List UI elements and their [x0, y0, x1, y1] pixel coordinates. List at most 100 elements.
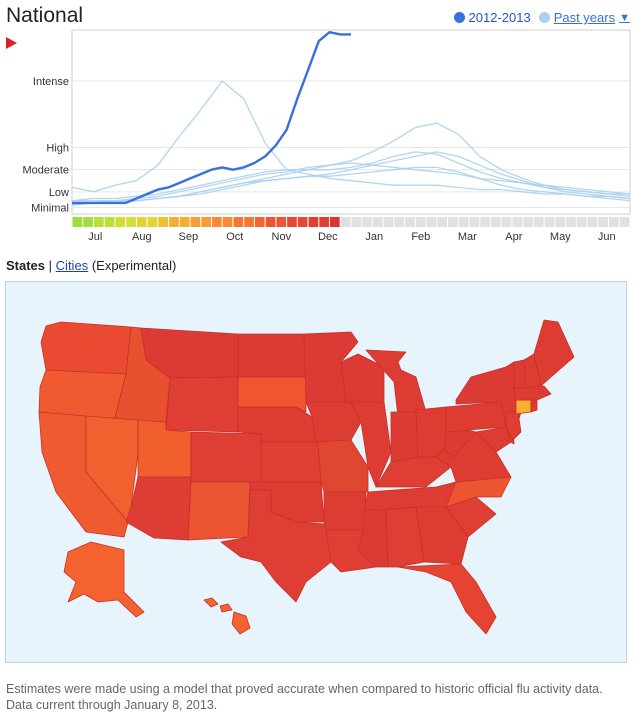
legend-past-label: Past years [553, 10, 616, 25]
state-georgia[interactable] [415, 506, 469, 565]
week-intensity-cell [308, 217, 319, 227]
state-pennsylvania[interactable] [445, 401, 507, 433]
state-kansas[interactable] [260, 441, 322, 483]
x-tick-feb: Feb [411, 231, 430, 243]
series-past-line-2 [71, 151, 630, 202]
x-tick-oct: Oct [226, 231, 243, 243]
week-intensity-cell [287, 217, 297, 227]
x-tick-jul: Jul [88, 231, 102, 243]
week-intensity-cell [169, 217, 179, 227]
state-south-dakota[interactable] [237, 376, 307, 413]
state-rhode-island[interactable] [530, 399, 538, 413]
state-michigan[interactable] [365, 349, 427, 418]
series-past-line-6 [71, 166, 631, 206]
state-arizona[interactable] [125, 476, 192, 541]
week-intensity-cell [362, 217, 372, 227]
week-intensity-cell [405, 217, 415, 227]
week-intensity-cell [83, 217, 93, 227]
week-intensity-cell [297, 217, 308, 227]
state-arkansas[interactable] [323, 491, 367, 531]
tab-states[interactable]: States [6, 258, 46, 273]
week-intensity-cell [501, 217, 512, 227]
legend-past-dot [538, 12, 550, 23]
y-label-low: Low [49, 187, 69, 199]
state-texas[interactable] [220, 489, 332, 603]
week-intensity-cell [158, 217, 168, 227]
state-florida[interactable] [397, 563, 497, 635]
week-intensity-cell [544, 217, 555, 227]
national-chart: Minimal Low Moderate High Intense Jul Aug Sep O… [6, 29, 631, 243]
week-intensity-cell [394, 217, 405, 227]
week-intensity-cell [104, 217, 115, 227]
week-intensity-cell [244, 217, 254, 227]
week-intensity-cell [426, 217, 437, 227]
week-intensity-cell [533, 217, 544, 227]
week-intensity-cell [179, 217, 190, 227]
state-maine[interactable] [533, 319, 575, 387]
week-intensity-cell [619, 217, 630, 227]
x-tick-mar: Mar [458, 231, 477, 243]
week-intensity-cell [555, 217, 566, 227]
week-intensity-cell [319, 217, 329, 227]
x-tick-jun: Jun [598, 231, 616, 243]
legend-past-years[interactable]: Past years ▼ [538, 10, 630, 25]
x-tick-may: May [550, 231, 571, 243]
week-intensity-cell [415, 217, 426, 227]
week-intensity-cell [222, 217, 233, 227]
state-colorado[interactable] [190, 431, 262, 483]
state-connecticut[interactable] [515, 399, 532, 415]
state-wyoming[interactable] [165, 376, 239, 433]
y-label-intense: Intense [33, 76, 69, 88]
week-intensity-cell [136, 217, 147, 227]
week-intensity-cell [609, 217, 619, 227]
week-intensity-cell [448, 217, 458, 227]
week-intensity-cell [458, 217, 469, 227]
series-current-line [72, 30, 351, 205]
week-intensity-cell [469, 217, 480, 227]
state-new-mexico[interactable] [187, 481, 251, 541]
region-tabs: States | Cities (Experimental) [6, 258, 176, 273]
week-intensity-cell [437, 217, 447, 227]
series-past-line-1 [71, 80, 631, 200]
tab-cities[interactable]: Cities [55, 258, 89, 273]
week-intensity-cell [115, 217, 126, 227]
week-intensity-cell [373, 217, 383, 227]
us-map [5, 281, 627, 663]
state-alaska[interactable] [63, 541, 145, 618]
week-intensity-cell [233, 217, 244, 227]
legend-current-dot [453, 12, 465, 23]
state-indiana[interactable] [390, 411, 419, 463]
state-alabama[interactable] [385, 506, 425, 568]
x-tick-sep: Sep [179, 231, 199, 243]
legend-current-season[interactable]: 2012-2013 [453, 10, 531, 25]
state-north-dakota[interactable] [237, 333, 307, 378]
week-intensity-cell [576, 217, 587, 227]
week-intensity-cell [383, 217, 394, 227]
tab-experimental-note: (Experimental) [91, 258, 177, 273]
state-washington[interactable] [40, 321, 132, 375]
state-missouri[interactable] [315, 439, 369, 493]
week-intensity-cell [566, 217, 576, 227]
chevron-down-icon: ▼ [619, 11, 630, 24]
page-title: National [6, 4, 84, 27]
week-intensity-cell [190, 217, 201, 227]
chart-legend: 2012-2013 Past years ▼ [453, 10, 630, 25]
y-label-moderate: Moderate [23, 165, 69, 177]
footer-note: Estimates were made using a model that p… [6, 682, 603, 712]
week-intensity-cell [598, 217, 608, 227]
x-tick-dec: Dec [318, 231, 338, 243]
week-intensity-cell [265, 217, 276, 227]
state-hawaii[interactable] [203, 597, 251, 635]
week-intensity-cell [254, 217, 265, 227]
y-label-minimal: Minimal [31, 202, 69, 214]
week-intensity-cell [72, 217, 83, 227]
week-intensity-cell [276, 217, 287, 227]
tab-separator: | [48, 258, 53, 273]
week-intensity-cell [340, 217, 351, 227]
series-past-line-5 [72, 162, 631, 202]
week-intensity-cell [523, 217, 533, 227]
flag-marker-icon[interactable] [6, 37, 17, 49]
week-intensity-cell [491, 217, 501, 227]
week-intensity-cell [212, 217, 222, 227]
plot-area [71, 29, 631, 215]
